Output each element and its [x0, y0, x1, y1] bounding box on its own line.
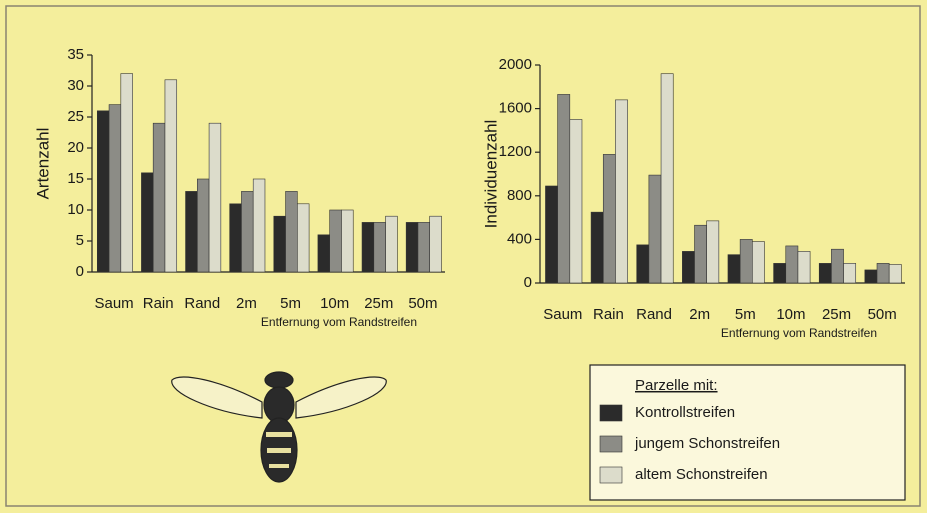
y-tick-label: 2000: [499, 56, 532, 73]
page: 0 5 10 15 20 25 30 35 Saum Rain Rand 2m 5m 10m 25m 50m E…: [0, 0, 927, 513]
bar: [728, 255, 740, 283]
x-tick-label: 10m: [320, 295, 349, 312]
bar: [362, 222, 374, 272]
bar: [418, 222, 430, 272]
bar: [682, 251, 694, 283]
legend-swatch: [600, 467, 622, 483]
legend-label: jungem Schonstreifen: [634, 435, 780, 452]
x-tick-label: 10m: [776, 306, 805, 323]
x-tick-label: 5m: [735, 306, 756, 323]
y-tick-label: 10: [67, 201, 84, 218]
bar: [877, 263, 889, 283]
bar: [286, 191, 298, 272]
bar: [615, 100, 627, 283]
bar: [695, 225, 707, 283]
legend-swatch: [600, 436, 622, 452]
bar: [786, 246, 798, 283]
bar: [230, 204, 242, 272]
legend-label: Kontrollstreifen: [635, 404, 735, 421]
bar: [121, 74, 133, 272]
bar: [865, 270, 877, 283]
x-tick-label: Rand: [184, 295, 220, 312]
bar: [740, 239, 752, 283]
y-tick-label: 0: [76, 263, 84, 280]
legend-title: Parzelle mit:: [635, 377, 718, 394]
x-tick-label: 2m: [236, 295, 257, 312]
bar: [141, 173, 153, 272]
y-tick-label: 35: [67, 46, 84, 63]
bar: [386, 216, 398, 272]
x-tick-label: 25m: [822, 306, 851, 323]
y-tick-label: 800: [507, 187, 532, 204]
bar: [165, 80, 177, 272]
y-tick-label: 400: [507, 230, 532, 247]
bar: [819, 263, 831, 283]
bar: [109, 105, 121, 272]
x-tick-label: 50m: [408, 295, 437, 312]
bar: [153, 123, 165, 272]
y-tick-label: 1200: [499, 143, 532, 160]
y-axis-title: Artenzahl: [33, 128, 52, 200]
bar: [603, 154, 615, 283]
bar: [591, 212, 603, 283]
bar: [831, 249, 843, 283]
x-tick-label: Saum: [543, 306, 582, 323]
bar: [661, 74, 673, 283]
y-tick-label: 15: [67, 170, 84, 187]
x-tick-label: 25m: [364, 295, 393, 312]
bar: [774, 263, 786, 283]
bar: [186, 191, 198, 272]
bar: [374, 222, 386, 272]
x-tick-label: 50m: [868, 306, 897, 323]
bar: [752, 242, 764, 283]
bar: [341, 210, 353, 272]
x-tick-label: Rain: [593, 306, 624, 323]
y-tick-label: 25: [67, 108, 84, 125]
bar: [637, 245, 649, 283]
bar: [889, 264, 901, 283]
bar: [406, 222, 418, 272]
bar: [545, 186, 557, 283]
bar: [707, 221, 719, 283]
bar: [197, 179, 209, 272]
y-tick-label: 5: [76, 232, 84, 249]
bar: [241, 191, 253, 272]
bar: [97, 111, 109, 272]
y-tick-label: 30: [67, 77, 84, 94]
x-axis-title: Entfernung vom Randstreifen: [721, 326, 877, 340]
bar: [253, 179, 265, 272]
bar: [570, 120, 582, 284]
bar: [274, 216, 286, 272]
bar: [209, 123, 221, 272]
bar: [649, 175, 661, 283]
bar: [798, 251, 810, 283]
legend-swatch: [600, 405, 622, 421]
legend-label: altem Schonstreifen: [635, 466, 768, 483]
y-axis-title: Individuenzahl: [481, 120, 500, 229]
bar: [297, 204, 309, 272]
x-tick-label: 2m: [689, 306, 710, 323]
bar: [430, 216, 442, 272]
bar: [330, 210, 342, 272]
y-tick-label: 0: [524, 274, 532, 291]
x-tick-label: Saum: [94, 295, 133, 312]
bar: [318, 235, 330, 272]
x-tick-label: 5m: [280, 295, 301, 312]
bar: [558, 94, 570, 283]
x-axis-title: Entfernung vom Randstreifen: [261, 315, 417, 329]
y-tick-label: 1600: [499, 100, 532, 117]
y-tick-label: 20: [67, 139, 84, 156]
bar: [844, 263, 856, 283]
x-tick-label: Rand: [636, 306, 672, 323]
x-tick-label: Rain: [143, 295, 174, 312]
figure: 0 5 10 15 20 25 30 35 Saum Rain Rand 2m 5m 10m 25m 50m E…: [0, 0, 927, 513]
